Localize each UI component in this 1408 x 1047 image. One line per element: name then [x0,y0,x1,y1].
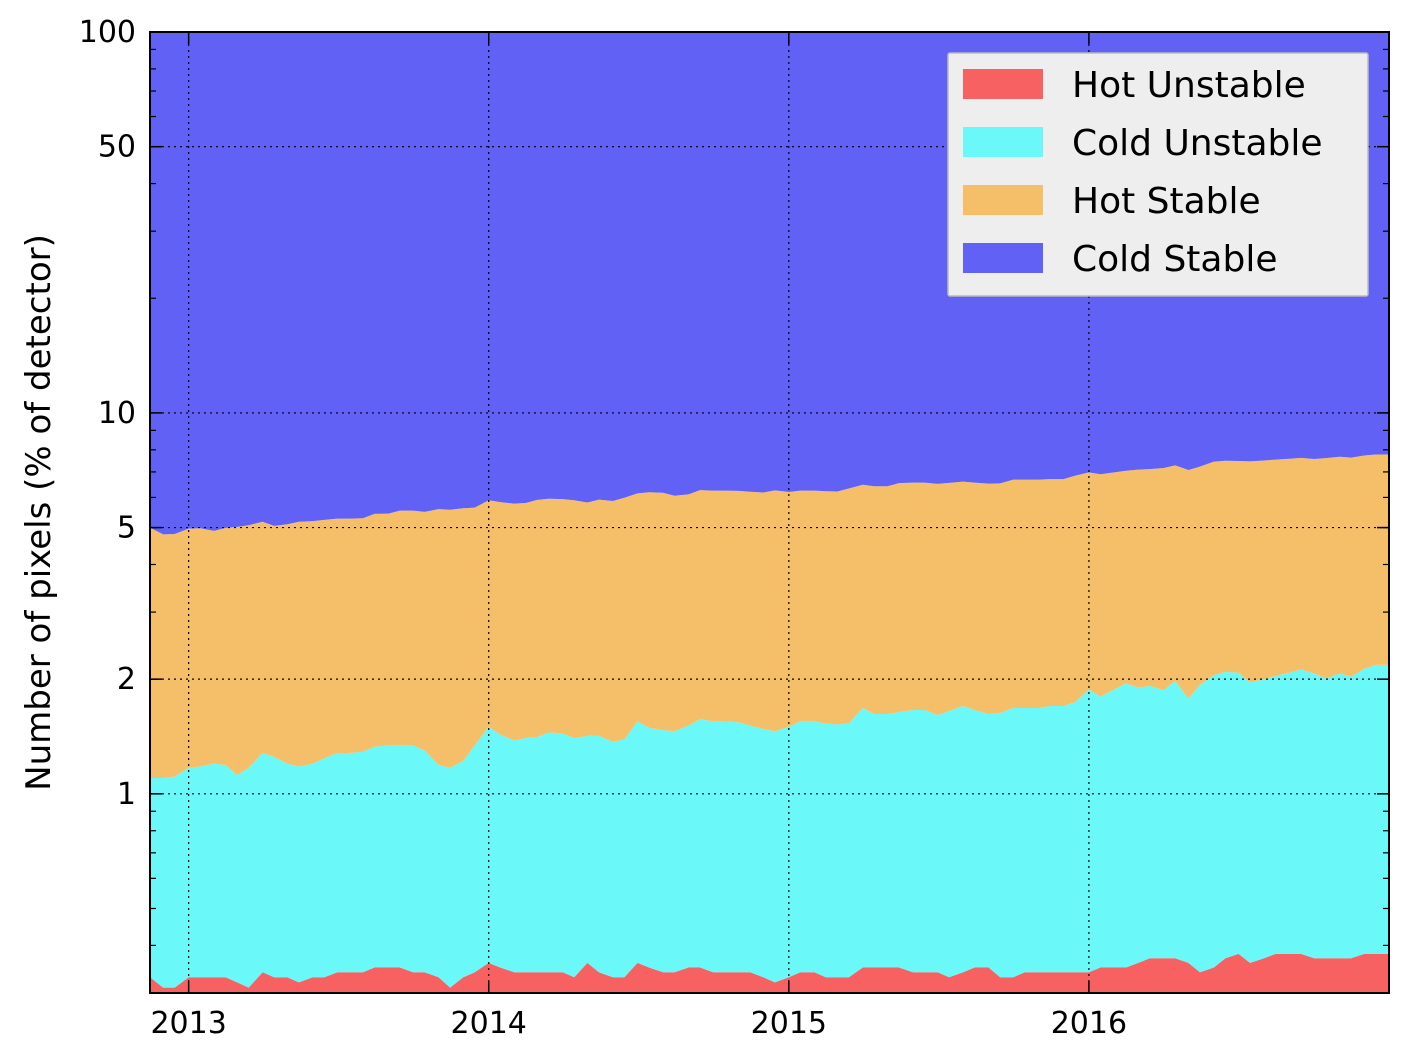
legend-label-hot-stable: Hot Stable [1072,181,1261,222]
y-tick-label: 1 [117,777,136,812]
y-tick-label: 10 [98,396,136,431]
x-tick-label: 2015 [751,1006,827,1041]
y-tick-label: 50 [98,130,136,165]
legend-label-hot-unstable: Hot Unstable [1072,65,1306,106]
y-tick-label: 100 [79,15,136,50]
legend-label-cold-unstable: Cold Unstable [1072,123,1323,164]
legend-swatch-cold-stable [963,243,1043,273]
x-tick-label: 2014 [451,1006,527,1041]
y-tick-label: 5 [117,511,136,546]
area-hot-unstable [150,953,1389,993]
area-cold-unstable [150,664,1389,988]
plot-frame [149,31,1390,994]
legend-swatch-hot-unstable [963,69,1043,99]
area-hot-stable [150,454,1389,779]
legend-swatch-cold-unstable [963,127,1043,157]
x-tick-label: 2013 [150,1006,226,1041]
y-axis-label: Number of pixels (% of detector) [19,234,59,791]
legend-label-cold-stable: Cold Stable [1072,239,1278,280]
x-tick-label: 2016 [1051,1006,1127,1041]
y-tick-label: 2 [117,662,136,697]
legend: Hot Unstable Cold Unstable Hot Stable Co… [947,52,1369,297]
legend-swatch-hot-stable [963,185,1043,215]
legend-box [947,52,1369,297]
tick-label-layer: 1 2 5 10 50 100 2013 2014 2015 2016 [79,15,1127,1041]
